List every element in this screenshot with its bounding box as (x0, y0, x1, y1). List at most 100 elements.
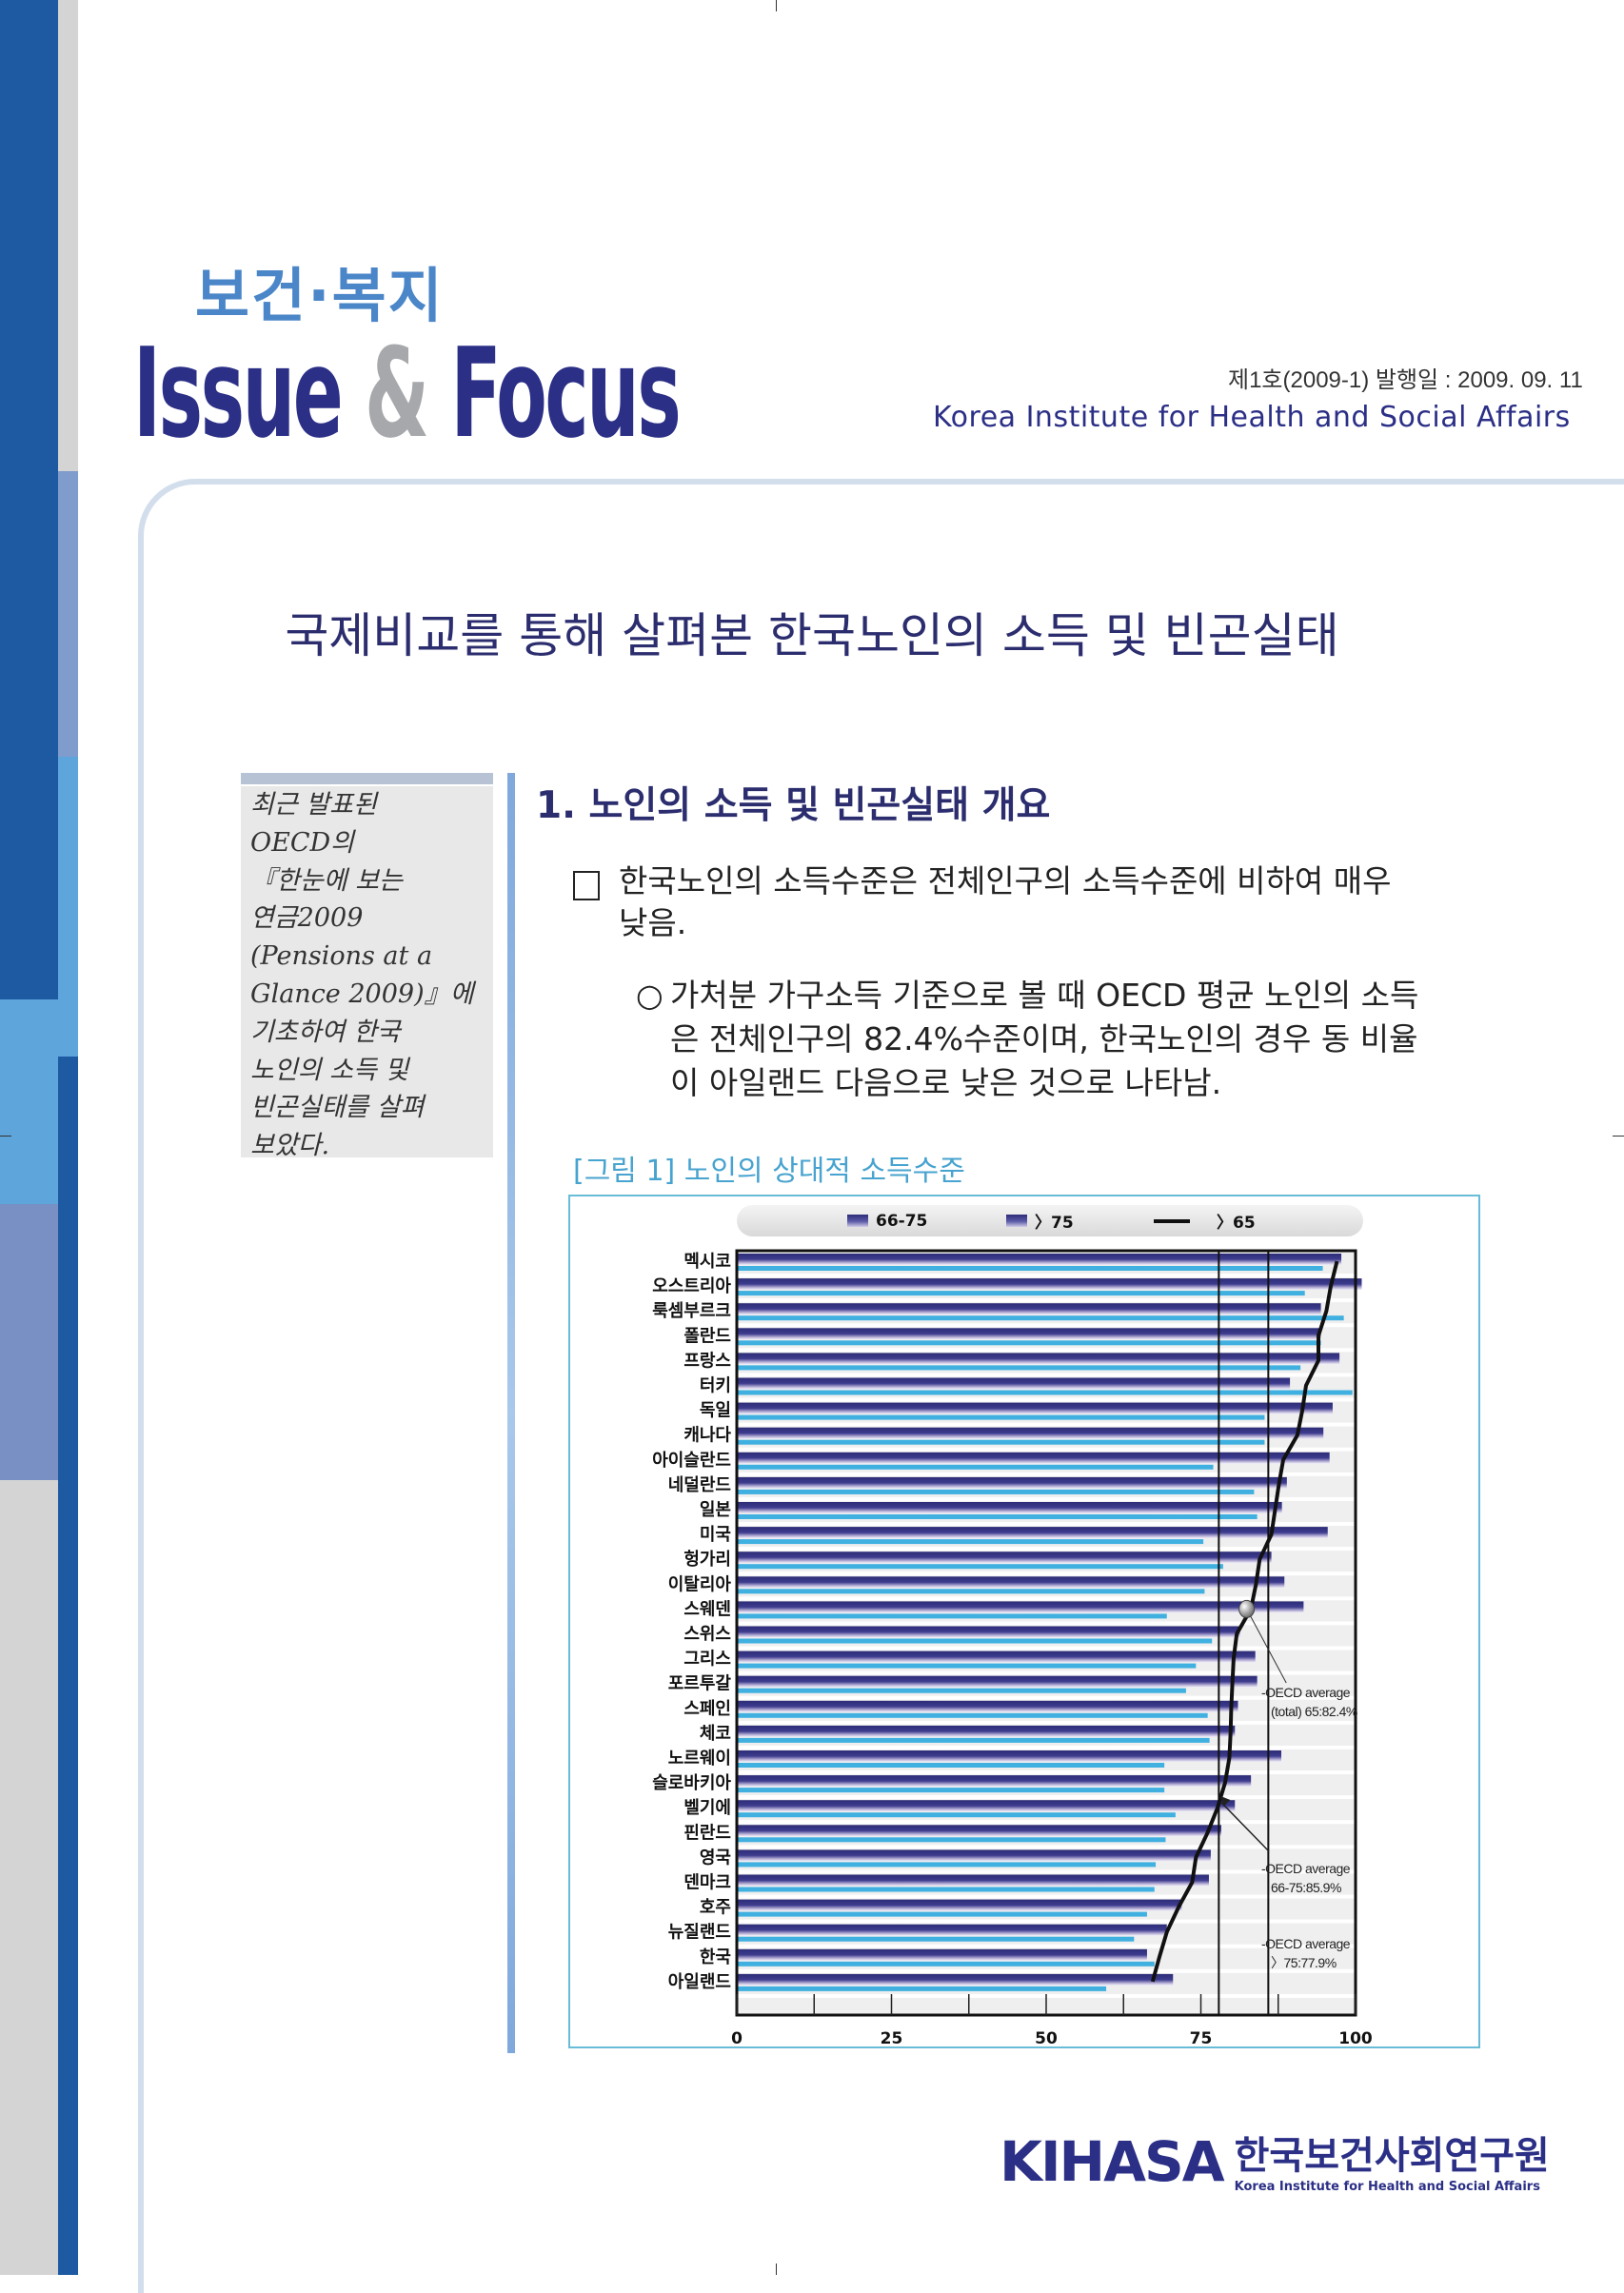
category-label: 영국 (700, 1848, 731, 1868)
oecd-average-marker (1238, 1599, 1256, 1618)
sidebar-line: 보았다. (250, 1131, 330, 1161)
institute-name: Korea Institute for Health and Social Af… (933, 401, 1571, 434)
category-label: 포르투갈 (668, 1673, 732, 1694)
annotation-label: -OECD average (1261, 1936, 1351, 1951)
bar-over75 (737, 1514, 1258, 1519)
bar-over75 (737, 1788, 1165, 1793)
row-separator (737, 1596, 1356, 1601)
legend-line (1154, 1218, 1190, 1223)
bar-over75 (737, 1688, 1186, 1693)
sidebar-summary: 최근 발표된 OECD의 『한눈에 보는 연금2009 (Pensions at… (250, 786, 493, 1165)
category-label: 이탈리아 (668, 1574, 732, 1594)
left-band-dark (0, 0, 58, 999)
figure-caption: [그림 1] 노인의 상대적 소득수준 (573, 1155, 965, 1188)
row-separator (737, 1447, 1356, 1452)
section-heading: 1. 노인의 소득 및 빈곤실태 개요 (536, 784, 1051, 827)
bar-over75 (737, 1862, 1157, 1868)
crop-mark-bottom (776, 2263, 777, 2275)
bar-over75 (737, 1315, 1344, 1321)
row-separator (737, 1720, 1356, 1725)
bar-66-75 (737, 1328, 1321, 1340)
row-separator (737, 1373, 1356, 1377)
row-separator (737, 1670, 1356, 1675)
bar-over75 (737, 1539, 1204, 1545)
row-separator (737, 1422, 1356, 1427)
bar-over75 (737, 1390, 1353, 1395)
sidebar-line: OECD의 (250, 827, 354, 858)
sidebar-line: 『한눈에 보는 (250, 865, 403, 896)
x-tick-label: 50 (1035, 2029, 1058, 2046)
bar-66-75 (737, 1402, 1333, 1414)
category-label: 스페인 (683, 1699, 731, 1719)
bullet-line: 낮음. (619, 904, 687, 941)
kihasa-logo: KIHASA 한국보건사회연구원 Korea Institute for Hea… (1000, 2125, 1550, 2194)
bar-over75 (737, 1340, 1321, 1346)
left-band-gray-bottom (0, 1480, 58, 2275)
category-label: 프랑스 (683, 1351, 731, 1371)
bar-66-75 (737, 1626, 1240, 1638)
bar-66-75 (737, 1849, 1211, 1862)
category-label: 아일랜드 (668, 1972, 731, 1992)
bar-over75 (737, 1712, 1208, 1718)
bar-over75 (737, 1961, 1155, 1967)
row-separator (737, 1621, 1356, 1626)
sidebar-line: Glance 2009)』에 (250, 978, 474, 1009)
row-separator (737, 1770, 1356, 1774)
x-tick-label: 25 (881, 2029, 903, 2046)
bar-over75 (737, 1812, 1176, 1818)
category-label: 룩셈부르크 (652, 1301, 731, 1321)
annotation-label: -OECD average (1261, 1685, 1351, 1700)
category-label: 슬로바키아 (652, 1773, 731, 1793)
row-separator (737, 1298, 1356, 1303)
legend-label: 〉75 (1035, 1214, 1074, 1233)
square-bullet-icon (573, 871, 600, 900)
bar-over75 (737, 1564, 1223, 1570)
sidebar-line: 빈곤실태를 살펴 (250, 1093, 425, 1123)
legend-item-over75: 〉75 (1006, 1205, 1074, 1236)
legend-item-over65: 〉65 (1154, 1205, 1256, 1236)
bar-66-75 (737, 1576, 1285, 1589)
category-label: 캐나다 (683, 1426, 731, 1446)
left-band-periwinkle (0, 1204, 58, 1480)
row-separator (737, 1348, 1356, 1353)
crop-mark-top (776, 0, 777, 11)
bar-over75 (737, 1837, 1166, 1843)
category-label: 핀란드 (683, 1823, 731, 1843)
sidebar-line: 기초하여 한국 (250, 1017, 401, 1047)
bar-66-75 (737, 1725, 1236, 1737)
bar-66-75 (737, 1775, 1252, 1788)
row-separator (737, 1323, 1356, 1328)
left-band-navy-bottom2 (58, 1480, 78, 2275)
sub-bullet-line: 가처분 가구소득 기준으로 볼 때 OECD 평균 노인의 소득 (670, 977, 1419, 1014)
row-separator (737, 1894, 1356, 1899)
row-separator (737, 1795, 1356, 1800)
row-separator (737, 1820, 1356, 1825)
sidebar-line: 연금2009 (250, 903, 364, 934)
income-chart: 0 25 50 75 100 멕시코오스트리아룩셈부르크폴란드프랑스터키독일캐나다아이슬… (652, 1249, 1373, 2046)
sub-bullet-line: 은 전체인구의 82.4%수준이며, 한국노인의 경우 동 비율 (670, 1020, 1418, 1058)
crop-mark-right (1613, 1136, 1624, 1137)
bar-66-75 (737, 1675, 1258, 1688)
annotation-value: 〉75:77.9% (1271, 1955, 1337, 1970)
bar-over75 (737, 1613, 1167, 1619)
bar-66-75 (737, 1651, 1256, 1663)
category-label: 노르웨이 (668, 1749, 731, 1769)
category-label: 독일 (700, 1401, 731, 1421)
bar-over75 (737, 1763, 1165, 1768)
bar-66-75 (737, 1377, 1291, 1390)
logo-wordmark: KIHASA (1000, 2129, 1225, 2194)
bullet-line: 한국노인의 소득수준은 전체인구의 소득수준에 비하여 매우 (619, 862, 1392, 899)
callout-arrow (1219, 1801, 1270, 1852)
category-label: 뉴질랜드 (668, 1923, 731, 1943)
bar-66-75 (737, 1800, 1236, 1812)
brand-korean: 보건·복지 (195, 261, 445, 330)
vertical-divider (507, 773, 515, 2053)
bar-66-75 (737, 1476, 1287, 1489)
bar-over75 (737, 1663, 1197, 1669)
category-label: 터키 (700, 1376, 731, 1396)
sub-bullet-line: 이 아일랜드 다음으로 낮은 것으로 나타남. (670, 1064, 1222, 1101)
category-label: 폴란드 (683, 1326, 731, 1346)
bar-over75 (737, 1414, 1265, 1420)
bar-66-75 (737, 1452, 1330, 1464)
category-label: 멕시코 (683, 1252, 731, 1272)
